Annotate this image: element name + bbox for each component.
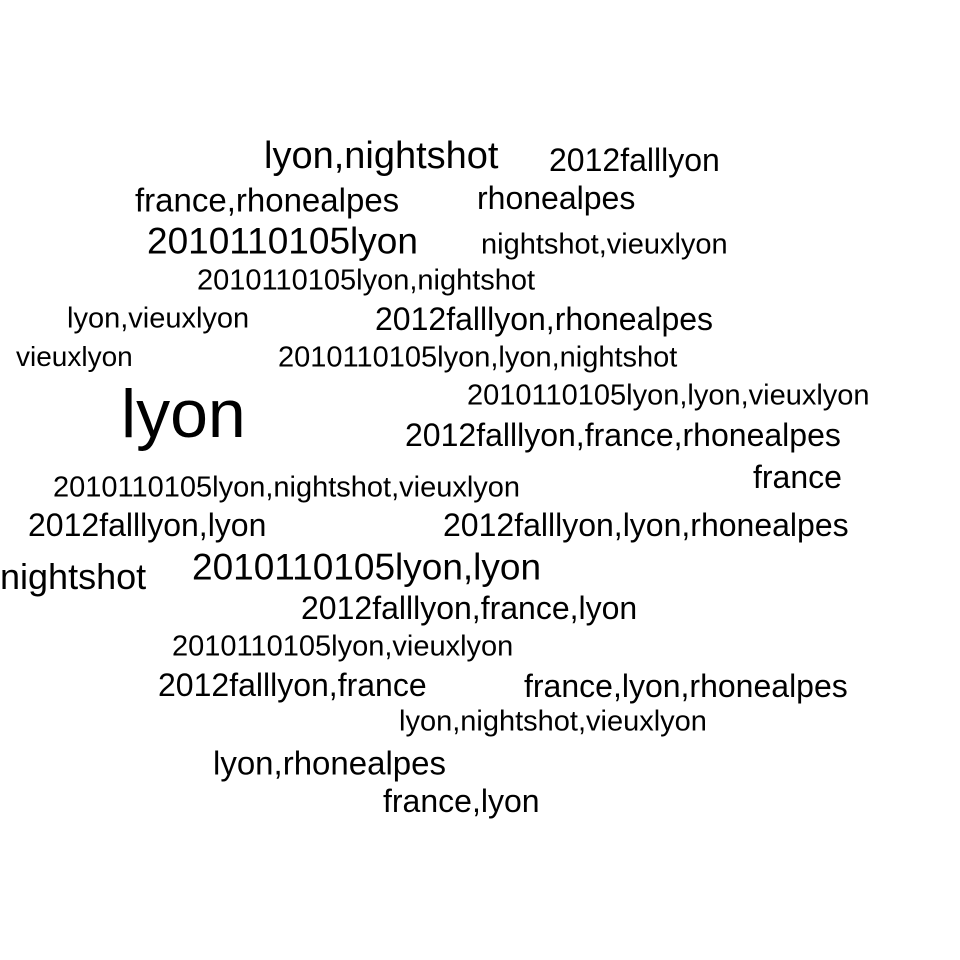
word: lyon,nightshot (264, 135, 499, 177)
word: 2012falllyon,lyon,rhonealpes (443, 507, 849, 543)
word: france,lyon,rhonealpes (524, 668, 848, 704)
word: lyon,rhonealpes (213, 744, 446, 782)
word: france,lyon (383, 783, 540, 819)
word: lyon (121, 376, 246, 452)
word: france,rhonealpes (135, 181, 400, 219)
word: 2010110105lyon,nightshot (197, 264, 536, 297)
word: nightshot,vieuxlyon (481, 228, 728, 261)
word: france (753, 459, 842, 495)
word: 2010110105lyon,nightshot,vieuxlyon (53, 471, 521, 504)
word: lyon,vieuxlyon (67, 302, 250, 335)
word: 2012falllyon,lyon (28, 507, 267, 543)
word: 2012falllyon,rhonealpes (375, 301, 714, 337)
word: 2012falllyon,france,rhonealpes (405, 417, 841, 453)
word: 2010110105lyon,vieuxlyon (172, 630, 514, 663)
word: 2010110105lyon,lyon (192, 546, 542, 588)
word: 2010110105lyon,lyon,vieuxlyon (467, 379, 870, 412)
word: nightshot (0, 556, 147, 597)
word: 2010110105lyon,lyon,nightshot (278, 341, 678, 374)
word: lyon,nightshot,vieuxlyon (399, 705, 707, 738)
word: 2010110105lyon (147, 220, 418, 262)
word: 2012falllyon,france,lyon (301, 590, 638, 626)
word: vieuxlyon (16, 341, 133, 372)
word: 2012falllyon,france (158, 667, 427, 703)
word: rhonealpes (477, 180, 636, 216)
word: 2012falllyon (549, 142, 720, 178)
